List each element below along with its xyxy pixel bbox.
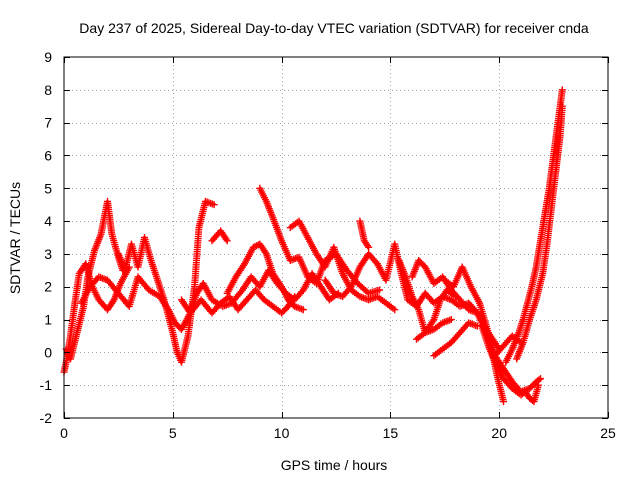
data-point-marker [500,398,508,406]
satellite-track-10 [321,240,525,360]
satellite-track-18 [491,352,545,396]
data-point-marker [558,102,566,110]
x-tick-label: 20 [491,425,507,441]
satellite-track-12 [395,256,460,337]
chart-title: Day 237 of 2025, Sidereal Day-to-day VTE… [79,20,589,36]
satellite-track-3 [77,266,342,333]
x-tick-label: 10 [274,425,290,441]
satellite-track-5 [178,286,299,317]
data-point-marker [291,293,299,301]
y-tick-label: 3 [44,246,52,262]
data-point-marker [447,316,455,324]
data-point-marker [537,375,545,383]
x-axis-label: GPS time / hours [281,457,388,473]
satellite-track-7 [223,240,307,314]
x-tick-label: 15 [383,425,399,441]
y-tick-label: -1 [40,377,53,393]
y-tick-label: 9 [44,49,52,65]
satellite-track-9 [286,217,399,314]
data-layer [60,86,566,406]
y-tick-label: 2 [44,279,52,295]
data-point-marker [535,376,543,384]
satellite-track-14 [413,316,455,343]
x-tick-label: 0 [60,425,68,441]
x-tick-label: 25 [600,425,616,441]
y-tick-label: 7 [44,115,52,131]
y-tick-label: -2 [40,410,53,426]
data-point-marker [210,201,218,209]
satellite-track-11 [356,217,373,251]
y-axis-label: SDTVAR / TECUs [7,182,23,294]
ticks: 0 5 10 15 20 25 -2 -1 0 1 2 3 4 5 6 7 8 9 [40,49,616,441]
y-tick-label: 8 [44,82,52,98]
y-tick-label: 6 [44,147,52,163]
satellite-track-20 [513,102,566,363]
satellite-track-19 [502,86,566,366]
y-tick-label: 0 [44,344,52,360]
data-point-marker [558,86,566,94]
satellite-track-15 [430,319,481,360]
plot-frame [63,56,609,419]
y-tick-label: 5 [44,180,52,196]
data-point-marker [495,345,503,353]
satellite-track-2 [62,197,127,363]
data-point-marker [299,306,307,314]
data-point-marker [365,243,373,251]
y-tick-label: 1 [44,312,52,328]
data-point-marker [376,286,384,294]
x-tick-label: 5 [169,425,177,441]
satellite-track-4 [114,197,218,366]
y-tick-label: 4 [44,213,52,229]
data-point-marker [223,237,231,245]
satellite-track-6 [208,227,231,245]
data-point-marker [391,306,399,314]
